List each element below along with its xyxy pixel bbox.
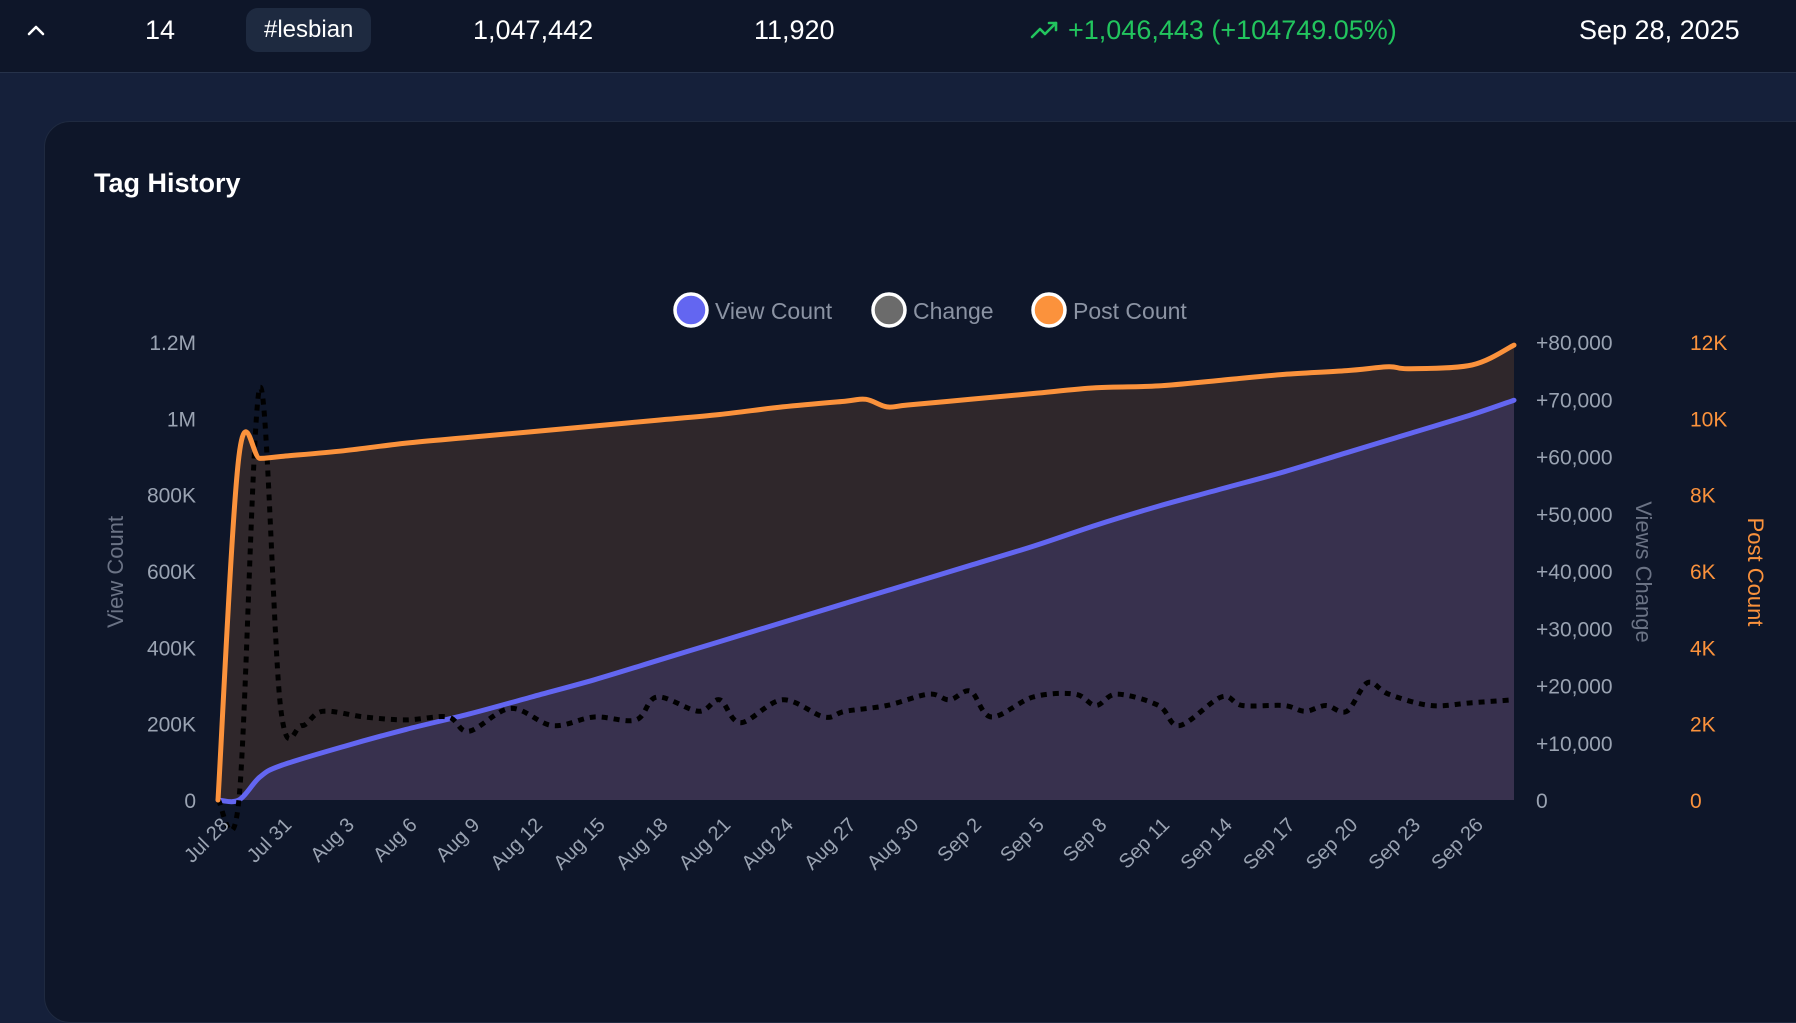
views-change-axis-tick: +80,000 [1536, 332, 1613, 355]
tag-badge[interactable]: #lesbian [246, 8, 372, 52]
left-axis-tick: 800K [147, 485, 196, 508]
x-axis-tick: Sep 5 [996, 814, 1049, 867]
legend-marker-change[interactable] [871, 292, 907, 328]
x-axis-tick: Jul 28 [180, 814, 233, 867]
tag-row[interactable]: 14 #lesbian 1,047,442 11,920 +1,046,443 … [0, 0, 1796, 73]
left-axis-tick: 200K [147, 714, 196, 737]
views-change-axis-tick: 0 [1536, 790, 1548, 813]
legend-marker-view-count[interactable] [673, 292, 709, 328]
post-count-axis-tick: 12K [1690, 332, 1727, 355]
trending-up-icon [1030, 21, 1058, 39]
rank: 14 [145, 15, 176, 45]
change-text: +1,046,443 (+104749.05%) [1068, 14, 1397, 45]
x-axis-tick: Aug 12 [487, 814, 547, 874]
x-axis-tick: Aug 9 [432, 814, 485, 867]
tag-history-card [44, 121, 1796, 1023]
posts-count: 11,920 [754, 15, 835, 45]
x-axis-tick: Aug 27 [800, 814, 860, 874]
post-count-area [218, 345, 1514, 800]
x-axis-tick: Sep 11 [1115, 814, 1174, 873]
views-change-axis-tick: +50,000 [1536, 504, 1613, 527]
date: Sep 28, 2025 [1579, 15, 1740, 45]
post-count-axis-tick: 2K [1690, 714, 1716, 737]
x-axis-tick: Aug 24 [738, 814, 798, 874]
view-count-line [215, 397, 1517, 805]
views-change-axis-tick: +70,000 [1536, 389, 1613, 412]
left-axis-tick: 1M [167, 408, 196, 431]
post-count-axis-tick: 0 [1690, 790, 1702, 813]
x-axis-tick: Sep 17 [1239, 814, 1299, 874]
views-change-axis-tick: +20,000 [1536, 676, 1613, 699]
post-count-axis-label: Post Count [1743, 518, 1768, 627]
post-count-axis-tick: 8K [1690, 485, 1716, 508]
chevron-up-icon[interactable] [22, 16, 50, 44]
x-axis-tick: Aug 3 [306, 814, 359, 867]
left-axis-tick: 0 [184, 790, 196, 813]
x-axis-tick: Aug 21 [675, 814, 735, 874]
legend-label-post-count[interactable]: Post Count [1073, 298, 1187, 324]
x-axis-tick: Sep 20 [1302, 814, 1362, 874]
x-axis-tick: Aug 30 [863, 814, 923, 874]
card-title: Tag History [94, 168, 241, 198]
x-axis-tick: Sep 8 [1059, 814, 1112, 867]
post-count-line [215, 342, 1517, 803]
views-count: 1,047,442 [473, 15, 594, 45]
x-axis-tick: Aug 18 [612, 814, 672, 874]
views-change-axis-label: Views Change [1631, 501, 1656, 642]
view-count-area [218, 400, 1514, 802]
left-axis-tick: 400K [147, 637, 196, 660]
tag-history-chart: 0 200K 400K 600K 800K 1M 1.2M View Count 0 +10,00… [103, 292, 1768, 874]
left-axis-tick: 600K [147, 561, 196, 584]
x-axis-tick: Aug 15 [549, 814, 609, 874]
left-axis-label: View Count [103, 516, 128, 628]
change-value: +1,046,443 (+104749.05%) [1030, 0, 1397, 60]
legend-label-view-count[interactable]: View Count [715, 298, 833, 324]
x-axis-tick: Sep 23 [1365, 814, 1425, 874]
post-count-axis-tick: 10K [1690, 408, 1727, 431]
x-axis-tick: Sep 26 [1427, 814, 1487, 874]
left-axis-tick: 1.2M [149, 332, 196, 355]
views-change-axis-tick: +10,000 [1536, 733, 1613, 756]
x-axis-tick: Sep 14 [1177, 814, 1237, 874]
views-change-axis-tick: +40,000 [1536, 561, 1613, 584]
x-axis-tick: Sep 2 [934, 814, 987, 867]
post-count-axis-tick: 6K [1690, 561, 1716, 584]
views-change-axis-tick: +30,000 [1536, 618, 1613, 641]
views-change-axis-tick: +60,000 [1536, 447, 1613, 470]
x-axis-tick: Jul 31 [243, 814, 296, 867]
legend-marker-post-count[interactable] [1031, 292, 1067, 328]
post-count-axis-tick: 4K [1690, 637, 1716, 660]
legend-label-change[interactable]: Change [913, 298, 994, 324]
x-axis-tick: Aug 6 [369, 814, 422, 867]
